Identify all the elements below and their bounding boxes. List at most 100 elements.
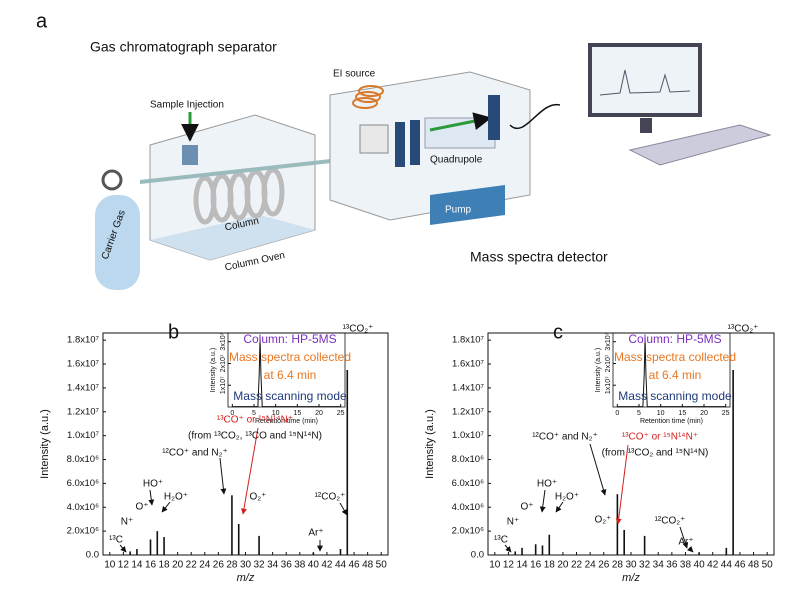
x-tick-label: 15 xyxy=(678,410,686,417)
x-tick-label: 28 xyxy=(226,560,238,571)
label: Mass spectra detector xyxy=(470,249,608,265)
x-tick-label: 32 xyxy=(254,560,266,571)
y-tick-label: 1.8x10⁷ xyxy=(452,335,485,346)
detector xyxy=(488,95,500,140)
arrow xyxy=(161,501,171,513)
stick xyxy=(514,551,517,555)
note: Mass spectra collected xyxy=(614,350,736,364)
stick xyxy=(623,529,625,555)
trace xyxy=(617,337,726,408)
stick xyxy=(231,495,233,555)
arrow xyxy=(539,489,546,513)
trace xyxy=(232,337,341,408)
x-tick-label: 20 xyxy=(315,410,323,417)
note: at 6.4 min xyxy=(649,368,702,382)
note: Column: HP-5MS xyxy=(243,332,336,346)
x-tick-label: 24 xyxy=(199,560,211,571)
x-tick-label: 48 xyxy=(362,560,374,571)
x-tick-label: 18 xyxy=(159,560,171,571)
peak-label: ¹²CO⁺ and N₂⁺ xyxy=(532,432,598,443)
x-tick-label: 46 xyxy=(349,560,361,571)
stick xyxy=(136,549,138,555)
x-tick-label: 38 xyxy=(680,560,692,571)
x-tick-label: 42 xyxy=(707,560,719,571)
arrow xyxy=(504,544,512,553)
column-coil xyxy=(193,167,285,225)
x-tick-label: 50 xyxy=(762,560,774,571)
stand xyxy=(640,118,652,133)
y-tick-label: 1.0x10⁷ xyxy=(67,430,100,441)
peak-label: O⁺ xyxy=(135,502,148,513)
y-tick-label: 1.2x10⁷ xyxy=(452,406,485,417)
x-tick-label: 44 xyxy=(721,560,733,571)
y-tick-label: 0.0 xyxy=(86,550,99,561)
cable xyxy=(509,104,561,129)
peak-label: ¹³CO₂⁺ xyxy=(728,324,759,335)
y-axis-label: Intensity (a.u.) xyxy=(210,348,217,392)
label: Sample Injection xyxy=(150,100,224,111)
arrow xyxy=(589,443,607,496)
x-tick-label: 28 xyxy=(612,560,624,571)
y-tick-label: 2x10⁷ xyxy=(220,354,227,372)
x-tick-label: 22 xyxy=(186,560,198,571)
diagram: a Gas chromatograph separator Carrier Ga… xyxy=(36,10,772,290)
x-tick-label: 36 xyxy=(666,560,678,571)
stick xyxy=(163,537,165,555)
peak-label: HO⁺ xyxy=(143,479,163,490)
peak-label: Ar⁺ xyxy=(308,528,323,539)
valve xyxy=(101,169,123,191)
x-tick-label: 34 xyxy=(267,560,279,571)
y-tick-label: 1.2x10⁷ xyxy=(67,406,100,417)
peak-label: (from ¹³CO₂, ¹³CO and ¹⁵N¹⁴N) xyxy=(188,431,322,442)
label: EI source xyxy=(333,69,376,80)
peak-label: ¹²CO⁺ and N₂⁺ xyxy=(162,448,228,459)
stick xyxy=(129,551,131,555)
arrow xyxy=(339,502,348,516)
y-axis-label: Intensity (a.u.) xyxy=(424,409,436,479)
x-tick-label: 12 xyxy=(118,560,130,571)
x-tick-label: 20 xyxy=(172,560,184,571)
tube xyxy=(139,158,341,184)
x-tick-label: 20 xyxy=(700,410,708,417)
stick xyxy=(312,552,315,555)
oven-floor xyxy=(150,215,315,260)
stick xyxy=(339,549,342,555)
y-tick-label: 6.0x10⁶ xyxy=(452,478,485,489)
peak-label: H₂O⁺ xyxy=(164,492,188,503)
y-tick-label: 1.4x10⁷ xyxy=(67,382,100,393)
y-tick-label: 8.0x10⁶ xyxy=(67,454,100,465)
y-tick-label: 1x10⁷ xyxy=(220,376,227,394)
arrow xyxy=(679,526,689,549)
lens xyxy=(410,120,420,165)
peak-label: ¹²CO₂⁺ xyxy=(315,492,346,503)
arrow xyxy=(148,489,155,506)
note: Mass scanning mode xyxy=(618,389,732,403)
x-tick-label: 30 xyxy=(625,560,637,571)
monitor xyxy=(588,43,702,117)
axes-frame xyxy=(487,332,775,556)
peak-label: N⁺ xyxy=(121,517,134,528)
ion-source xyxy=(359,124,389,154)
stick xyxy=(732,370,734,555)
peak-label: ¹³CO⁺ or ¹⁵N¹⁴N⁺ xyxy=(217,415,293,426)
note: Column: HP-5MS xyxy=(628,332,721,346)
x-tick-label: 14 xyxy=(516,560,528,571)
y-axis-label: Intensity (a.u.) xyxy=(595,348,602,392)
filament xyxy=(352,85,384,109)
y-axis-label: Intensity (a.u.) xyxy=(39,409,51,479)
stick xyxy=(616,494,619,555)
panel-label: a xyxy=(36,10,48,32)
x-tick-label: 40 xyxy=(308,560,320,571)
stick xyxy=(725,547,728,555)
pump xyxy=(430,185,505,225)
peak-label: (from ¹³CO₂ and ¹⁵N¹⁴N) xyxy=(602,448,709,459)
x-tick-label: 32 xyxy=(639,560,651,571)
x-axis-label: Retention time (min) xyxy=(640,418,703,425)
stick xyxy=(643,535,646,555)
x-tick-label: 36 xyxy=(281,560,293,571)
stick xyxy=(548,534,551,555)
x-tick-label: 10 xyxy=(489,560,501,571)
y-tick-label: 3x10⁷ xyxy=(605,332,612,350)
x-tick-label: 15 xyxy=(293,410,301,417)
